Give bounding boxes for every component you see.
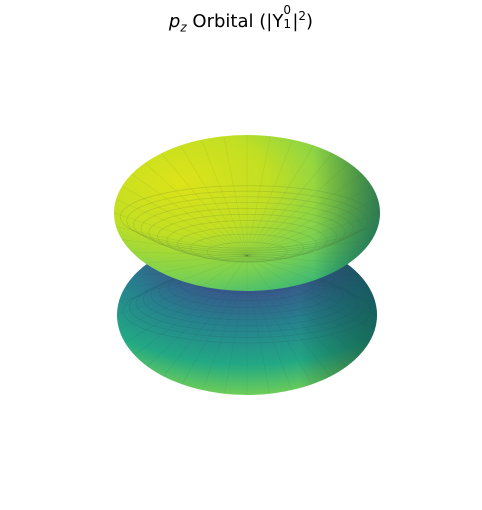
mesh-meridian <box>145 255 248 264</box>
mesh-meridian <box>246 173 363 257</box>
mesh-ring <box>140 202 354 256</box>
mesh-meridian <box>246 226 379 257</box>
mesh-meridian <box>246 255 349 264</box>
mesh-ring <box>189 233 305 263</box>
title-sub-index: 1 <box>283 17 291 31</box>
title-power: 2 <box>298 9 307 23</box>
mesh-meridian <box>224 270 248 394</box>
title-open: (|Y <box>259 11 284 32</box>
mesh-ring <box>126 190 368 251</box>
mesh-meridian <box>223 255 248 290</box>
chart-title: pz Orbital (|Y 0 1 |2) <box>0 3 482 35</box>
mesh-meridian <box>223 136 248 256</box>
mesh-meridian <box>115 226 248 257</box>
mesh-ring <box>133 196 361 254</box>
mesh-meridian <box>180 255 248 281</box>
mesh-meridian <box>246 145 314 257</box>
mesh-meridian <box>201 255 248 287</box>
mesh-meridian <box>144 162 248 257</box>
title-word: Orbital <box>192 11 254 32</box>
mesh-meridian <box>246 239 373 257</box>
mesh-ring <box>166 220 328 261</box>
mesh-ring <box>206 241 288 263</box>
mesh-meridian <box>161 255 248 274</box>
mesh-meridian <box>131 173 248 257</box>
mesh-ring <box>119 185 375 249</box>
mesh-meridian <box>246 251 363 257</box>
mesh-meridian <box>246 186 373 257</box>
mesh-meridian <box>246 212 380 257</box>
mesh-meridian <box>115 199 248 257</box>
mesh-meridian <box>246 255 314 281</box>
title-symbol: p <box>168 11 181 32</box>
mesh-ring <box>156 213 338 259</box>
mesh-meridian <box>246 199 379 257</box>
mesh-meridian <box>246 136 271 256</box>
upper-lobe-shade <box>114 135 380 291</box>
mesh-meridian <box>121 239 248 257</box>
mesh-meridian <box>246 153 333 257</box>
mesh-ring <box>148 207 346 258</box>
mesh-meridian <box>246 255 293 287</box>
mesh-meridian <box>246 162 350 257</box>
title-sup-index: 0 <box>283 3 291 17</box>
mesh-meridian <box>161 153 248 257</box>
mesh-meridian <box>246 270 270 394</box>
upper-lobe-mesh <box>114 135 380 291</box>
mesh-meridian <box>121 186 248 257</box>
mesh-meridian <box>114 212 248 257</box>
upper-lobe <box>114 135 380 291</box>
title-end: ) <box>306 11 314 32</box>
mesh-ring <box>177 226 317 262</box>
title-close: | <box>292 11 299 32</box>
mesh-meridian <box>246 255 271 290</box>
title-symbol-sub: z <box>180 20 187 35</box>
mesh-meridian <box>201 139 248 257</box>
mesh-meridian <box>246 255 333 274</box>
mesh-meridian <box>131 251 248 257</box>
mesh-meridian <box>180 145 248 257</box>
mesh-meridian <box>246 139 293 257</box>
